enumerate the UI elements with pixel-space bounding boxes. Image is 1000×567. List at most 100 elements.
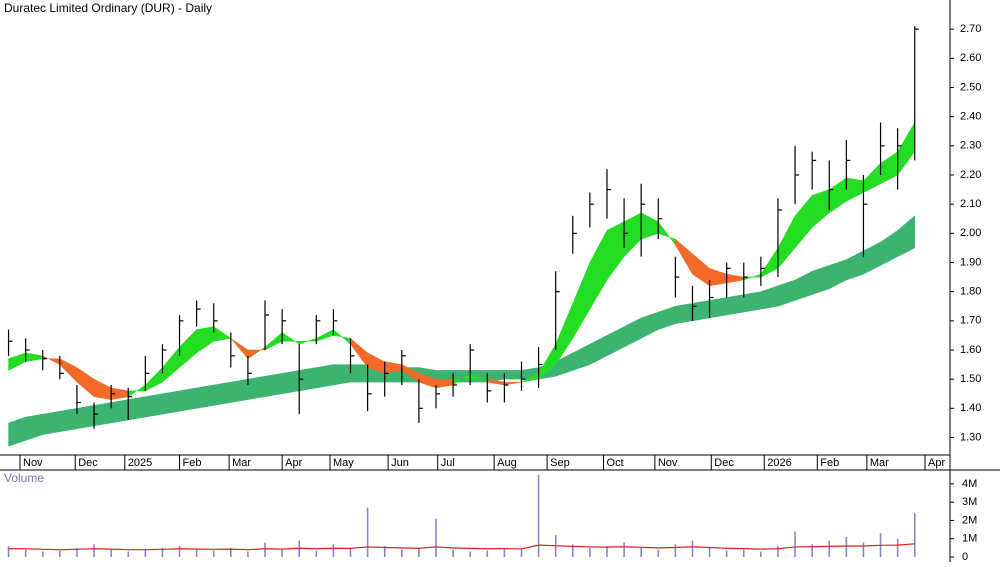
x-tick-label: Oct: [607, 457, 624, 469]
volume-bar: [401, 549, 403, 557]
long-ribbon: [179, 387, 197, 412]
x-tick-label: Jul: [441, 457, 455, 469]
long-ribbon: [504, 370, 522, 380]
volume-bar: [435, 518, 437, 557]
volume-bar: [212, 550, 215, 557]
volume-bar: [264, 542, 266, 557]
volume-y-tick-label: 0: [962, 551, 968, 562]
volume-bar: [7, 546, 10, 557]
x-tick-label: Mar: [232, 457, 251, 469]
volume-bar: [93, 544, 95, 557]
volume-y-tick-label: 4M: [962, 478, 977, 490]
volume-bar: [469, 551, 471, 557]
long-ribbon: [162, 390, 180, 415]
volume-bar: [913, 513, 916, 557]
volume-bar: [777, 546, 779, 557]
x-tick-label: 2026: [767, 457, 791, 469]
volume-bar: [144, 548, 147, 557]
volume-bar: [742, 549, 745, 557]
y-tick-label: 1.60: [960, 344, 981, 356]
y-tick-label: 1.50: [960, 373, 981, 385]
volume-bar: [332, 544, 335, 557]
long-ribbon: [264, 373, 283, 397]
volume-bar: [486, 550, 489, 557]
volume-bar: [383, 546, 386, 557]
x-tick-label: Feb: [820, 457, 839, 469]
x-tick-label: Dec: [714, 457, 734, 469]
long-ribbon: [230, 378, 249, 403]
volume-bar: [691, 540, 694, 557]
volume-bar: [828, 540, 831, 557]
long-ribbon: [213, 381, 232, 406]
volume-bar: [896, 538, 899, 557]
volume-bar: [674, 544, 677, 557]
y-tick-label: 1.30: [960, 431, 981, 443]
volume-bar: [110, 549, 112, 557]
long-ribbon: [196, 384, 214, 409]
x-tick-label: Mar: [870, 457, 889, 469]
long-ribbon: [59, 408, 78, 432]
volume-bar: [657, 549, 660, 557]
x-tick-label: Aug: [497, 457, 517, 469]
volume-bar: [366, 507, 369, 557]
volume-bar: [349, 547, 352, 557]
volume-bar: [606, 546, 608, 557]
volume-bar: [640, 547, 642, 557]
long-ribbon: [316, 364, 334, 389]
x-tick-label: Apr: [285, 457, 302, 469]
y-tick-label: 1.40: [960, 402, 981, 414]
volume-bar: [24, 549, 27, 557]
y-tick-label: 2.40: [960, 111, 981, 123]
volume-y-tick-label: 1M: [962, 533, 977, 545]
volume-bar: [76, 547, 78, 557]
volume-y-tick-label: 2M: [962, 514, 977, 526]
volume-bar: [794, 531, 796, 557]
volume-bar: [571, 544, 574, 557]
volume-bar: [127, 551, 130, 557]
long-ribbon: [281, 370, 300, 395]
volume-bar: [59, 550, 61, 557]
long-ribbon: [333, 364, 351, 386]
volume-bar: [418, 547, 420, 557]
volume-bar: [520, 549, 523, 557]
x-tick-label: Nov: [23, 457, 43, 469]
volume-bar: [708, 547, 711, 557]
long-ribbon: [743, 291, 762, 313]
volume-bar: [195, 549, 198, 557]
x-tick-label: Nov: [658, 457, 678, 469]
short-ribbon: [213, 326, 232, 342]
volume-bar: [725, 550, 728, 557]
y-tick-label: 2.50: [960, 81, 981, 93]
volume-bar: [452, 549, 454, 557]
y-tick-label: 2.60: [960, 52, 981, 64]
volume-bar: [537, 474, 540, 557]
volume-bar: [760, 551, 762, 557]
volume-bar: [281, 549, 283, 557]
y-tick-label: 2.30: [960, 140, 981, 152]
y-tick-label: 2.70: [960, 23, 981, 35]
volume-bar: [845, 536, 848, 557]
volume-bar: [178, 546, 181, 557]
volume-bar: [589, 547, 591, 557]
y-tick-label: 2.10: [960, 198, 981, 210]
long-ribbon: [692, 300, 710, 322]
x-tick-label: Dec: [78, 457, 98, 469]
volume-title: Volume: [4, 471, 44, 485]
x-tick-label: Jun: [391, 457, 409, 469]
long-ribbon: [76, 405, 95, 430]
y-tick-label: 1.90: [960, 256, 981, 268]
volume-bar: [811, 544, 813, 557]
y-tick-label: 1.80: [960, 286, 981, 298]
volume-bar: [503, 547, 506, 557]
y-tick-label: 1.70: [960, 315, 981, 327]
long-ribbon: [350, 364, 368, 383]
long-ribbon: [110, 399, 129, 424]
volume-bar: [161, 547, 164, 557]
long-ribbon: [675, 303, 693, 325]
long-ribbon: [42, 410, 61, 435]
x-tick-label: Apr: [928, 457, 945, 469]
x-tick-label: 2025: [128, 457, 152, 469]
long-ribbon: [897, 215, 915, 258]
